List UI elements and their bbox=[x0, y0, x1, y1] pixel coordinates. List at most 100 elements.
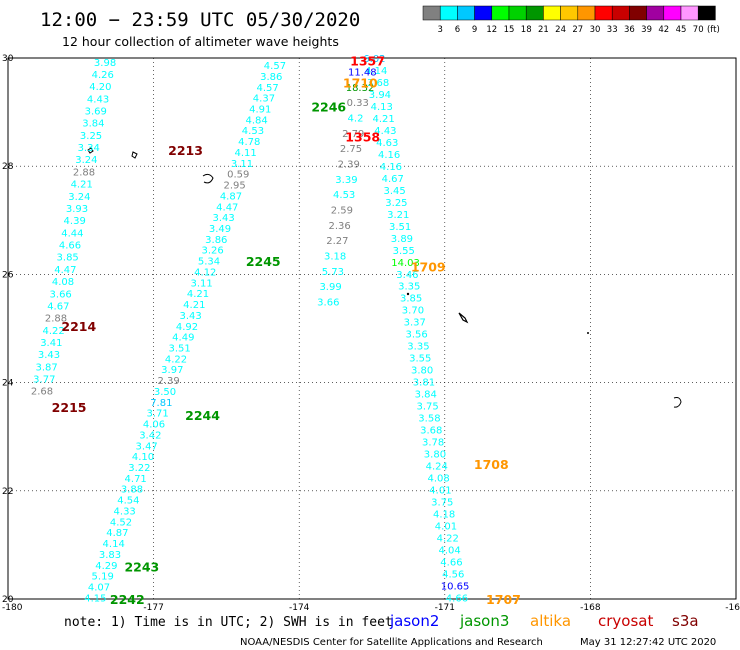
swh-value: 3.42 bbox=[139, 430, 161, 441]
swh-value: 4.67 bbox=[382, 174, 404, 185]
y-tick-label: 28 bbox=[2, 162, 14, 172]
swh-value: 3.24 bbox=[75, 155, 97, 166]
swh-value: 3.94 bbox=[369, 90, 391, 101]
swh-value: 3.68 bbox=[420, 426, 442, 437]
swh-value: 5.34 bbox=[198, 257, 220, 268]
swh-value: 4.14 bbox=[103, 539, 125, 550]
swh-value: 4.53 bbox=[242, 126, 264, 137]
swh-value: 3.98 bbox=[94, 58, 116, 69]
swh-value: 4.78 bbox=[238, 137, 260, 148]
swh-value: 3.11 bbox=[191, 278, 213, 289]
swh-value: 7.81 bbox=[150, 398, 172, 409]
color-swatch bbox=[560, 5, 579, 21]
swh-value: 3.80 bbox=[424, 450, 446, 461]
color-scale-unit: (ft) bbox=[707, 25, 720, 35]
color-swatch bbox=[422, 5, 441, 21]
pass-labels: 2213 2214 2215 2242 2243 2244 2245 2246 1357 1358… bbox=[52, 54, 521, 607]
swh-value: 4.16 bbox=[380, 162, 402, 173]
swh-value: 3.50 bbox=[154, 387, 176, 398]
pass-label: 2213 bbox=[168, 143, 203, 158]
swh-value: 14.03 bbox=[391, 258, 420, 269]
swh-value: 4.2 bbox=[348, 114, 364, 125]
swh-value: 2.95 bbox=[223, 181, 245, 192]
color-scale-label: 36 bbox=[624, 25, 635, 35]
color-swatch bbox=[457, 5, 475, 21]
color-scale-label: 42 bbox=[658, 25, 669, 35]
swh-value: 4.39 bbox=[64, 216, 86, 227]
swh-value: 4.52 bbox=[110, 517, 132, 528]
swh-value: 3.86 bbox=[260, 72, 282, 83]
island-outline bbox=[202, 173, 214, 184]
swh-value: 4.01 bbox=[435, 521, 457, 532]
island-outline bbox=[458, 312, 469, 324]
color-swatch bbox=[525, 5, 544, 21]
y-tick-label: 30 bbox=[2, 54, 14, 64]
swh-value: 4.87 bbox=[106, 528, 128, 539]
axis-tick-labels: -180 -177 -174 -171 -168 -16 30 28 26 24 22 20 bbox=[2, 54, 740, 613]
x-tick-label: -168 bbox=[580, 603, 601, 613]
swh-value: 4.71 bbox=[125, 474, 147, 485]
swh-value: 3.26 bbox=[201, 246, 223, 257]
swh-value: 3.35 bbox=[407, 342, 429, 353]
swh-value: 4.21 bbox=[71, 180, 93, 191]
footer-note: note: 1) Time is in UTC; 2) SWH is in fe… bbox=[64, 615, 393, 630]
swh-value: 4.56 bbox=[442, 569, 464, 580]
swh-value: 2.75 bbox=[340, 144, 362, 155]
color-swatch bbox=[543, 5, 561, 21]
swh-value: 4.47 bbox=[216, 202, 238, 213]
swh-value: 4.66 bbox=[446, 593, 468, 604]
swh-value: 2.39 bbox=[158, 376, 180, 387]
color-swatch bbox=[474, 5, 493, 21]
color-swatch bbox=[629, 5, 647, 21]
swh-value: 2.39 bbox=[338, 159, 360, 170]
swh-value: 3.35 bbox=[398, 282, 420, 293]
swh-value: 3.45 bbox=[383, 186, 405, 197]
legend-jason3: jason3 bbox=[459, 612, 509, 630]
swh-value: 4.22 bbox=[43, 326, 65, 337]
color-swatch bbox=[577, 5, 596, 21]
swh-value: 3.56 bbox=[405, 330, 427, 341]
swh-value: 3.43 bbox=[212, 213, 234, 224]
swh-value: 4.18 bbox=[433, 509, 455, 520]
swh-value: 3.88 bbox=[121, 485, 143, 496]
swh-value: 3.85 bbox=[57, 253, 79, 264]
swh-value: 4.67 bbox=[47, 301, 69, 312]
color-scale-label: 39 bbox=[641, 25, 652, 35]
color-swatch bbox=[491, 5, 510, 21]
swh-value: 3.34 bbox=[78, 143, 100, 154]
swh-value: 4.37 bbox=[253, 94, 275, 105]
pass-label: 1708 bbox=[474, 457, 509, 472]
color-swatch bbox=[646, 5, 665, 21]
swh-value: 3.75 bbox=[431, 497, 453, 508]
swh-value: 3.66 bbox=[50, 289, 72, 300]
x-tick-label: -177 bbox=[143, 603, 163, 613]
swh-value: 3.68 bbox=[367, 78, 389, 89]
chart-title: 12:00 − 23:59 UTC 05/30/2020 bbox=[40, 9, 360, 31]
swh-value: 4.92 bbox=[176, 322, 198, 333]
swh-value: 3.66 bbox=[317, 297, 339, 308]
swh-value: 4.21 bbox=[183, 300, 205, 311]
swh-value: 3.25 bbox=[385, 198, 407, 209]
swh-value: 4.13 bbox=[371, 102, 393, 113]
color-swatch bbox=[663, 5, 682, 21]
island-dot bbox=[406, 292, 410, 296]
swh-value: 3.80 bbox=[411, 366, 433, 377]
footer-timestamp: May 31 12:27:42 UTC 2020 bbox=[580, 637, 716, 648]
swh-value: 3.22 bbox=[128, 463, 150, 474]
swh-value: 4.57 bbox=[256, 83, 278, 94]
swh-value: 4.63 bbox=[376, 138, 398, 149]
swh-value: 3.51 bbox=[389, 222, 411, 233]
swh-value: 3.49 bbox=[209, 224, 231, 235]
color-scale-label: 21 bbox=[538, 25, 549, 35]
color-scale-label: 15 bbox=[504, 25, 515, 35]
color-swatch bbox=[697, 5, 716, 21]
swh-value: 4.53 bbox=[333, 190, 355, 201]
pass-label: 1710 bbox=[343, 75, 378, 90]
swh-value: 2.79 bbox=[342, 129, 364, 140]
swh-value: 3.84 bbox=[415, 390, 437, 401]
pass-label: 2214 bbox=[61, 319, 96, 334]
swh-value: 4.84 bbox=[245, 115, 267, 126]
swh-value: 3.84 bbox=[82, 119, 104, 130]
x-tick-label: -171 bbox=[435, 603, 455, 613]
swh-value: 4.06 bbox=[143, 420, 165, 431]
